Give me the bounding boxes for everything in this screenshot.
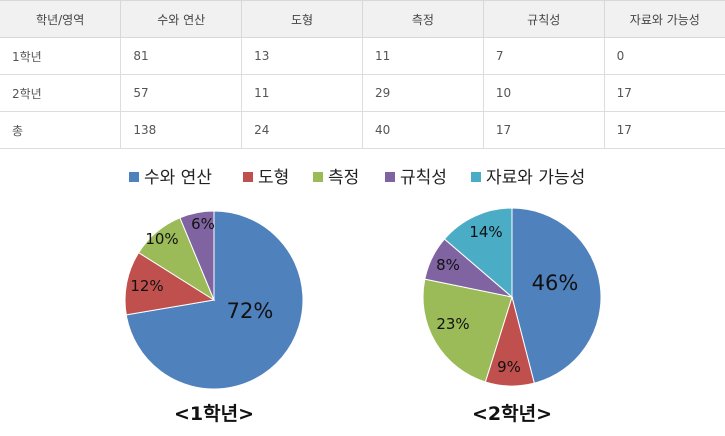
table-cell: 57 (120, 74, 243, 112)
table-cell: 2학년 (0, 74, 122, 112)
table-cell: 0 (603, 37, 725, 75)
pie-slice (443, 207, 513, 299)
slice-label: 6% (191, 215, 215, 233)
header-cell: 수와 연산 (120, 0, 243, 38)
data-table: 학년/영역 수와 연산 도형 측정 규칙성 자료와 가능성 1학년 81 13 … (0, 0, 725, 149)
slice-label: 72% (227, 299, 274, 323)
header-cell: 자료와 가능성 (603, 0, 725, 38)
chart-caption: <2학년> (472, 403, 552, 425)
table-cell: 13 (241, 37, 363, 75)
slice-label: 9% (497, 358, 521, 376)
table-cell: 1학년 (0, 37, 122, 75)
table-row: 총 138 24 40 17 17 (0, 111, 725, 149)
pie-slice (124, 251, 216, 316)
pie-slice (422, 278, 513, 383)
chart-caption: <1학년> (174, 403, 254, 425)
table-cell: 17 (603, 74, 725, 112)
header-cell: 도형 (241, 0, 363, 38)
table-header-row: 학년/영역 수와 연산 도형 측정 규칙성 자료와 가능성 (0, 0, 725, 38)
legend-swatch (129, 172, 139, 182)
legend-label: 도형 (258, 168, 289, 188)
slice-label: 46% (532, 271, 579, 295)
legend-label: 측정 (328, 168, 359, 188)
legend-swatch (471, 172, 481, 182)
table-cell: 24 (241, 111, 363, 149)
pie-slice (179, 210, 215, 301)
table-cell: 7 (482, 37, 605, 75)
header-cell: 규칙성 (482, 0, 605, 38)
legend-swatch (313, 172, 323, 182)
legend-swatch (385, 172, 395, 182)
table-cell: 11 (241, 74, 363, 112)
slice-label: 23% (436, 315, 469, 333)
slice-label: 8% (436, 256, 460, 274)
pie-slice (511, 207, 602, 384)
legend-swatch (243, 172, 253, 182)
slice-label: 10% (145, 230, 178, 248)
legend-label: 수와 연산 (144, 168, 212, 188)
table-cell: 총 (0, 111, 122, 149)
pie-charts: 수와 연산 도형 측정 규칙성 자료와 가능성 72% 12% 10% 6% <1학년> 46% 9%… (124, 168, 602, 425)
header-cell: 학년/영역 (0, 0, 122, 38)
legend-label: 자료와 가능성 (486, 168, 585, 188)
table-cell: 11 (361, 37, 484, 75)
table-row: 2학년 57 11 29 10 17 (0, 74, 725, 112)
table-cell: 40 (361, 111, 484, 149)
table-cell: 17 (603, 111, 725, 149)
header-cell: 측정 (361, 0, 484, 38)
slice-label: 14% (469, 223, 502, 241)
legend-label: 규칙성 (400, 168, 447, 188)
table-cell: 29 (361, 74, 484, 112)
table-cell: 10 (482, 74, 605, 112)
table-row: 1학년 81 13 11 7 0 (0, 37, 725, 75)
table-cell: 138 (120, 111, 243, 149)
slice-label: 12% (130, 277, 163, 295)
table-cell: 81 (120, 37, 243, 75)
